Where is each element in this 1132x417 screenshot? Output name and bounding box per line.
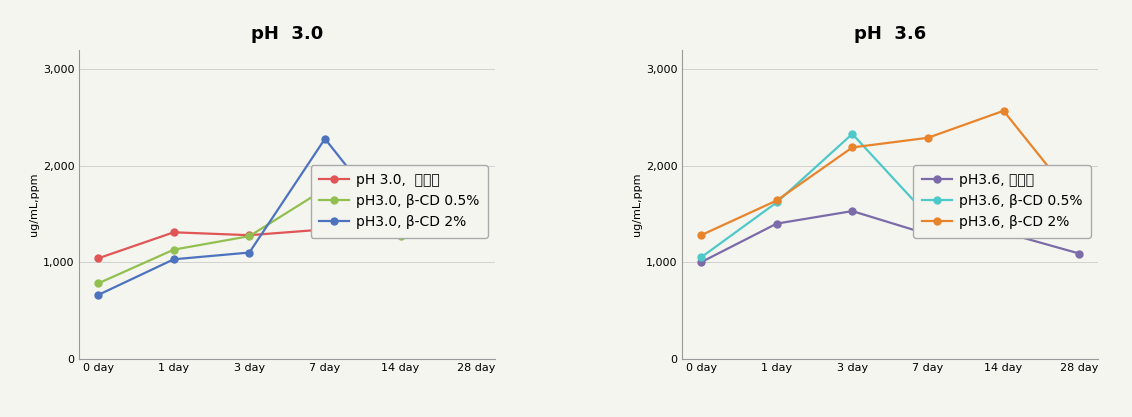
pH3.6, β-CD 2%	[846, 145, 859, 150]
pH3.0, β-CD 2%	[470, 214, 483, 219]
pH3.6, 대조군	[846, 208, 859, 214]
pH 3.0,  대조군	[166, 230, 180, 235]
pH3.6, β-CD 0.5%	[694, 255, 708, 260]
Line: pH3.6, β-CD 2%: pH3.6, β-CD 2%	[697, 107, 1082, 239]
pH3.0, β-CD 2%	[166, 257, 180, 262]
pH3.0, β-CD 0.5%	[242, 234, 256, 239]
Line: pH3.0, β-CD 2%: pH3.0, β-CD 2%	[95, 135, 480, 299]
pH3.6, 대조군	[921, 232, 935, 237]
pH3.6, β-CD 2%	[997, 108, 1011, 113]
pH3.0, β-CD 0.5%	[318, 186, 332, 191]
pH 3.0,  대조군	[242, 233, 256, 238]
pH3.6, β-CD 0.5%	[846, 131, 859, 136]
Line: pH 3.0,  대조군: pH 3.0, 대조군	[95, 222, 480, 262]
Title: pH  3.6: pH 3.6	[854, 25, 926, 43]
pH3.6, β-CD 0.5%	[770, 200, 783, 205]
pH3.6, β-CD 2%	[921, 135, 935, 140]
Line: pH3.6, 대조군: pH3.6, 대조군	[697, 208, 1082, 266]
pH3.6, β-CD 2%	[1072, 203, 1086, 208]
pH3.6, β-CD 0.5%	[997, 173, 1011, 178]
pH3.6, β-CD 2%	[770, 198, 783, 203]
pH3.0, β-CD 0.5%	[470, 211, 483, 216]
Y-axis label: ug/mL,ppm: ug/mL,ppm	[632, 173, 642, 236]
pH3.6, 대조군	[694, 260, 708, 265]
pH3.0, β-CD 0.5%	[394, 234, 408, 239]
Line: pH3.6, β-CD 0.5%: pH3.6, β-CD 0.5%	[697, 131, 1082, 261]
Y-axis label: ug/mL,ppm: ug/mL,ppm	[28, 173, 38, 236]
pH3.0, β-CD 2%	[318, 136, 332, 141]
pH3.0, β-CD 2%	[242, 250, 256, 255]
pH3.6, β-CD 0.5%	[1072, 203, 1086, 208]
Title: pH  3.0: pH 3.0	[251, 25, 324, 43]
pH 3.0,  대조군	[318, 227, 332, 232]
pH3.0, β-CD 2%	[92, 292, 105, 297]
pH 3.0,  대조군	[92, 256, 105, 261]
pH3.6, 대조군	[1072, 251, 1086, 256]
pH3.6, β-CD 2%	[694, 233, 708, 238]
pH3.0, β-CD 0.5%	[92, 281, 105, 286]
pH 3.0,  대조군	[394, 232, 408, 237]
Legend: pH 3.0,  대조군, pH3.0, β-CD 0.5%, pH3.0, β-CD 2%: pH 3.0, 대조군, pH3.0, β-CD 0.5%, pH3.0, β-…	[310, 165, 488, 238]
pH3.0, β-CD 0.5%	[166, 247, 180, 252]
Line: pH3.0, β-CD 0.5%: pH3.0, β-CD 0.5%	[95, 186, 480, 287]
Legend: pH3.6, 대조군, pH3.6, β-CD 0.5%, pH3.6, β-CD 2%: pH3.6, 대조군, pH3.6, β-CD 0.5%, pH3.6, β-C…	[914, 165, 1091, 238]
pH3.0, β-CD 2%	[394, 232, 408, 237]
pH3.6, 대조군	[770, 221, 783, 226]
pH3.6, β-CD 0.5%	[921, 214, 935, 219]
pH3.6, 대조군	[997, 230, 1011, 235]
pH 3.0,  대조군	[470, 223, 483, 228]
